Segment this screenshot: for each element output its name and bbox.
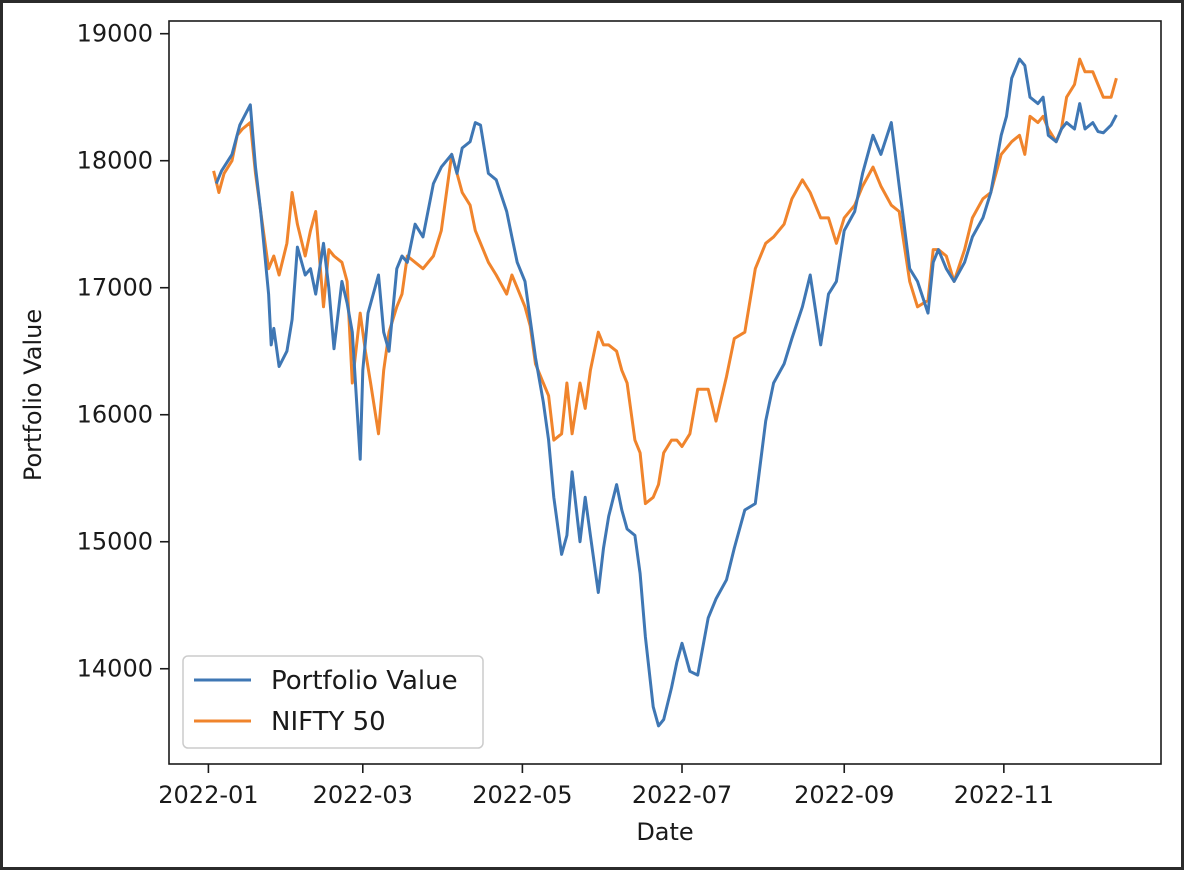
x-axis-title: Date (636, 818, 693, 846)
series-line-nifty-50 (212, 57, 1118, 506)
y-tick-label: 18000 (77, 147, 153, 175)
y-axis: 14000 15000 16000 17000 18000 19000 (77, 20, 169, 683)
series-line-portfolio-value (214, 57, 1118, 728)
y-tick-label: 19000 (77, 20, 153, 48)
x-tick-label: 2022-11 (954, 781, 1054, 809)
y-tick-label: 16000 (77, 401, 153, 429)
plot-area (168, 20, 1162, 765)
legend: Portfolio Value NIFTY 50 (182, 655, 484, 749)
x-tick-label: 2022-09 (794, 781, 894, 809)
x-tick-label: 2022-07 (632, 781, 732, 809)
x-tick-label: 2022-05 (472, 781, 572, 809)
x-tick-label: 2022-03 (313, 781, 413, 809)
legend-box (182, 655, 484, 749)
chart-figure: 14000 15000 16000 17000 18000 19000 2022-01 20… (3, 3, 1181, 867)
y-axis-title: Portfolio Value (19, 309, 47, 481)
legend-label-portfolio: Portfolio Value (271, 666, 458, 696)
x-axis: 2022-01 2022-03 2022-05 2022-07 2022-09 2022-… (158, 764, 1054, 809)
y-tick-label: 15000 (77, 528, 153, 556)
x-tick-label: 2022-01 (158, 781, 258, 809)
series-layer (212, 57, 1118, 728)
y-tick-label: 14000 (77, 655, 153, 683)
y-tick-label: 17000 (77, 274, 153, 302)
legend-label-nifty: NIFTY 50 (271, 707, 386, 737)
